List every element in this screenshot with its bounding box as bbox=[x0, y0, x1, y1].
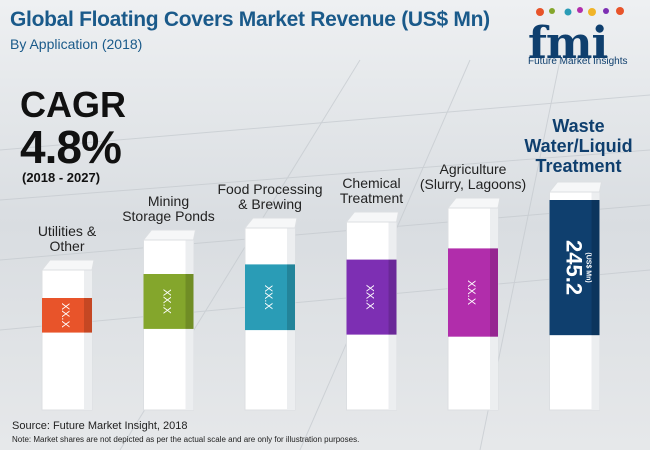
source-text: Source: Future Market Insight, 2018 bbox=[12, 420, 188, 432]
bar-band-1 bbox=[42, 298, 92, 333]
bar-2: XX.X bbox=[142, 229, 197, 411]
bar-band-4 bbox=[346, 259, 397, 335]
category-label-3: Food Processing & Brewing bbox=[217, 181, 323, 212]
data-label-1: XX.X bbox=[59, 303, 71, 329]
unit-label: (US$ Mn) bbox=[585, 252, 592, 282]
bar-6: 245.2(US$ Mn) bbox=[548, 181, 603, 411]
chart-title: Global Floating Covers Market Revenue (U… bbox=[10, 8, 490, 31]
logo-tagline: Future Market Insights bbox=[528, 56, 628, 67]
fmi-logo: fmi Future Market Insights bbox=[528, 6, 643, 72]
data-label-2: XX.X bbox=[161, 289, 173, 315]
logo-wordmark: fmi bbox=[528, 18, 608, 69]
category-label-4: Chemical Treatment bbox=[339, 175, 404, 206]
data-label-3: XX.X bbox=[262, 285, 274, 311]
cagr-label: CAGR bbox=[20, 84, 126, 125]
cagr-value: 4.8% bbox=[20, 121, 122, 173]
bar-5: XX.X bbox=[446, 197, 501, 411]
category-label-6: Waste Water/Liquid Treatment bbox=[524, 116, 633, 176]
bar-1: XX.X bbox=[40, 259, 95, 411]
data-label-6: 245.2 bbox=[562, 240, 587, 295]
bar-3: XX.X bbox=[243, 217, 298, 411]
category-label-2: Mining Storage Ponds bbox=[122, 193, 215, 224]
cagr-period: (2018 - 2027) bbox=[22, 170, 101, 185]
chart-subtitle: By Application (2018) bbox=[10, 36, 143, 52]
logo-dots-icon bbox=[536, 7, 624, 16]
bar-band-3 bbox=[245, 264, 295, 331]
category-label-5: Agriculture (Slurry, Lagoons) bbox=[419, 161, 527, 192]
data-label-5: XX.X bbox=[465, 280, 477, 306]
bar-4: XX.X bbox=[345, 211, 400, 411]
bar-band-6 bbox=[549, 200, 600, 336]
category-label-1: Utilities & Other bbox=[37, 223, 97, 254]
bar-band-5 bbox=[448, 248, 498, 337]
bar-band-2 bbox=[143, 274, 194, 329]
note-text: Note: Market shares are not depicted as … bbox=[12, 435, 360, 444]
data-label-4: XX.X bbox=[364, 285, 376, 311]
